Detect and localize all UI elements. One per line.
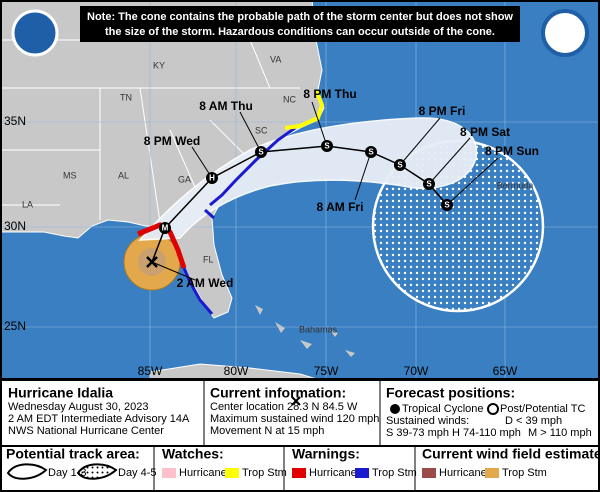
- winds-d: D < 39 mph: [505, 415, 562, 427]
- us-land: [0, 0, 325, 319]
- forecast-point: [255, 146, 267, 158]
- forecast-point: [441, 199, 453, 211]
- longitude-label: 65W: [493, 364, 518, 378]
- forecast-time-label: 8 PM Sun: [485, 144, 539, 158]
- state-label: VA: [270, 54, 281, 64]
- state-label: SC: [255, 125, 268, 135]
- forecast-time-label: 8 PM Sat: [460, 125, 510, 139]
- hurricane-warning: [137, 222, 187, 269]
- forecast-point-letter: S: [426, 180, 432, 189]
- legend-swatch: [162, 468, 176, 478]
- post-symbol: [487, 403, 499, 415]
- track-title: Potential track area:: [6, 446, 140, 462]
- note-line: Note: The cone contains the probable pat…: [87, 11, 513, 23]
- current-position: [146, 256, 158, 268]
- state-label: FL: [203, 254, 214, 264]
- legend-entry: Trop Stm: [502, 467, 547, 479]
- tropical-label: Tropical Cyclone: [402, 403, 484, 415]
- trop-storm-warning-atlantic: [204, 126, 296, 220]
- current-title: Current information:: [210, 385, 346, 401]
- latitude-label: 25N: [4, 319, 26, 333]
- forecast-time-label: 8 PM Fri: [419, 104, 466, 118]
- winds-title: Sustained winds:: [386, 415, 469, 427]
- legend-entry: Trop Stm: [372, 467, 417, 479]
- tropical-symbol: [390, 404, 400, 414]
- day13-swatch: [6, 463, 48, 480]
- forecast-point-letter: S: [324, 142, 330, 151]
- state-label: KY: [153, 60, 165, 70]
- forecast-time-label: 2 AM Wed: [177, 276, 234, 290]
- state-label: GA: [178, 174, 191, 184]
- warnings-title: Warnings:: [292, 446, 360, 462]
- note-box: [80, 6, 520, 42]
- forecast-point: [365, 146, 377, 158]
- longitude-label: 85W: [138, 364, 163, 378]
- leader-lines: [151, 101, 499, 281]
- legend-entry: Hurricane: [309, 467, 357, 479]
- current-line: Maximum sustained wind 120 mph: [210, 413, 379, 425]
- forecast-point: [321, 140, 333, 152]
- legend-swatch: [292, 468, 306, 478]
- current-line: Center location 28.3 N 84.5 W: [210, 401, 358, 413]
- forecast-point-letter: H: [209, 174, 215, 183]
- forecast-point-letter: S: [368, 148, 374, 157]
- note-line: the size of the storm. Hazardous conditi…: [105, 26, 495, 38]
- day13-label: Day 1-3: [48, 467, 87, 479]
- day45-swatch: [76, 463, 118, 480]
- storm-advisory: 2 AM EDT Intermediate Advisory 14A: [8, 413, 190, 425]
- legend-entry: Hurricane: [179, 467, 227, 479]
- state-label: MS: [63, 170, 77, 180]
- forecast-time-label: 8 AM Fri: [317, 200, 364, 214]
- winds-entry: H 74-110 mph: [452, 427, 521, 439]
- day45-label: Day 4-5: [118, 467, 157, 479]
- legend-swatch: [355, 468, 369, 478]
- forecast-point: [159, 222, 171, 234]
- forecast-point-letter: S: [258, 148, 264, 157]
- forecast-point-letter: M: [162, 224, 169, 233]
- legend-entry: Trop Stm: [242, 467, 287, 479]
- longitude-label: 80W: [224, 364, 249, 378]
- legend-swatch: [485, 468, 499, 478]
- forecast-point: [423, 178, 435, 190]
- forecast-title: Forecast positions:: [386, 385, 515, 401]
- legend-swatch: [225, 468, 239, 478]
- post-label: Post/Potential TC: [500, 403, 585, 415]
- forecast-point: [394, 159, 406, 171]
- latitude-label: 35N: [4, 114, 26, 128]
- place-label: Bermuda: [497, 180, 534, 190]
- state-label: LA: [22, 199, 33, 209]
- forecast-point-letter: S: [397, 161, 403, 170]
- winds-entry: S 39-73 mph: [386, 427, 449, 439]
- forecast-time-label: 8 AM Thu: [199, 99, 253, 113]
- noaa-logo: [11, 9, 59, 57]
- wind-title: Current wind field estimate:: [422, 446, 600, 462]
- longitude-label: 75W: [314, 364, 339, 378]
- current-symbol: [291, 396, 301, 406]
- storm-office: NWS National Hurricane Center: [8, 425, 164, 437]
- state-label: NC: [283, 94, 296, 104]
- watches-title: Watches:: [162, 446, 224, 462]
- forecast-time-label: 8 PM Wed: [144, 134, 200, 148]
- latitude-label: 30N: [4, 219, 26, 233]
- winds-entry: M > 110 mph: [528, 427, 592, 439]
- current-line: Movement N at 15 mph: [210, 425, 324, 437]
- state-label: AL: [118, 170, 129, 180]
- trop-storm-watch: [284, 89, 325, 130]
- longitude-label: 70W: [404, 364, 429, 378]
- legend-entry: Hurricane: [439, 467, 487, 479]
- forecast-point-letter: S: [444, 201, 450, 210]
- storm-name: Hurricane Idalia: [8, 385, 113, 401]
- trop-storm-warning-gulf: [182, 267, 214, 315]
- place-label: Bahamas: [299, 324, 338, 334]
- legend-swatch: [422, 468, 436, 478]
- storm-date: Wednesday August 30, 2023: [8, 401, 148, 413]
- nws-logo: [541, 9, 589, 57]
- state-label: TN: [120, 92, 132, 102]
- cone-day-1-3: [138, 117, 478, 241]
- forecast-point: [206, 172, 218, 184]
- forecast-time-label: 8 PM Thu: [303, 87, 356, 101]
